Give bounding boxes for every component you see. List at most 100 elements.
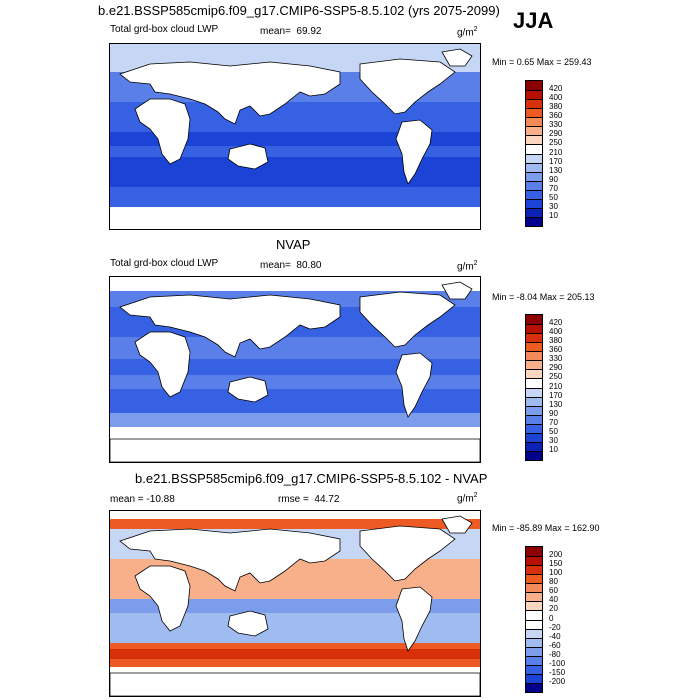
panel-3-colorbar (525, 546, 543, 693)
greenland (441, 281, 473, 300)
panel-2-field-label: Total grd-box cloud LWP (110, 258, 219, 269)
colorbar-tick-label: 70 (549, 183, 558, 193)
africa (134, 331, 191, 398)
panel-1-map (109, 43, 481, 230)
colorbar-swatch (526, 583, 542, 593)
colorbar-tick-label: 30 (549, 435, 558, 445)
north-america (359, 58, 456, 115)
colorbar-tick-label: 10 (549, 444, 558, 454)
colorbar-swatch (526, 315, 542, 325)
ocean-band-south (110, 389, 480, 413)
panel-1-mean-label: mean= (260, 26, 291, 37)
colorbar-swatch (526, 117, 542, 127)
colorbar-tick-label: -40 (549, 631, 561, 641)
colorbar-tick-label: 380 (549, 102, 563, 112)
colorbar-tick-label: 210 (549, 381, 563, 391)
colorbar-swatch (526, 351, 542, 361)
australia (227, 376, 269, 403)
colorbar-swatch (526, 90, 542, 100)
colorbar-swatch (526, 423, 542, 433)
colorbar-tick-label: 290 (549, 363, 563, 373)
panel-3-rmse-label: rmse = (278, 494, 309, 505)
colorbar-tick-label: 130 (549, 399, 563, 409)
eurasia (119, 61, 341, 125)
colorbar-tick-label: 420 (549, 84, 563, 94)
north-america (359, 291, 456, 348)
colorbar-tick-label: 380 (549, 336, 563, 346)
ocean-band-southern (110, 187, 480, 207)
colorbar-swatch (526, 450, 542, 460)
colorbar-tick-label: 420 (549, 318, 563, 328)
colorbar-swatch (526, 565, 542, 575)
colorbar-swatch (526, 628, 542, 638)
colorbar-tick-label: 360 (549, 111, 563, 121)
colorbar-tick-label: 250 (549, 372, 563, 382)
ocean-band-south (110, 157, 480, 187)
colorbar-swatch (526, 682, 542, 692)
diff-band-arctic (110, 519, 480, 529)
colorbar-tick-label: 170 (549, 156, 563, 166)
colorbar-swatch (526, 144, 542, 154)
colorbar-swatch (526, 610, 542, 620)
ocean-band-itcz (110, 359, 480, 375)
colorbar-tick-label: 90 (549, 408, 558, 418)
colorbar-swatch (526, 601, 542, 611)
colorbar-tick-label: 210 (549, 147, 563, 157)
colorbar-swatch (526, 646, 542, 656)
diff-band-itcz (110, 599, 480, 613)
panel-2-mean-label: mean= (260, 260, 291, 271)
colorbar-tick-label: 400 (549, 93, 563, 103)
panel-3-mean-label: mean = (110, 494, 144, 505)
panel-1-mean-value: 69.92 (296, 26, 322, 37)
colorbar-swatch (526, 360, 542, 370)
south-america (395, 586, 433, 652)
antarctica (110, 207, 480, 229)
continents (110, 281, 480, 462)
colorbar-swatch (526, 396, 542, 406)
greenland (441, 48, 473, 67)
colorbar-tick-label: 10 (549, 210, 558, 220)
panel-3-mean: mean = -10.88 (110, 494, 175, 505)
panel-3-title: b.e21.BSSP585cmip6.f09_g17.CMIP6-SSP5-8.… (135, 471, 488, 486)
colorbar-tick-label: -60 (549, 640, 561, 650)
south-america (395, 352, 433, 418)
colorbar-swatch (526, 162, 542, 172)
colorbar-swatch (526, 135, 542, 145)
panel-2-minmax: Min = -8.04 Max = 205.13 (492, 292, 595, 302)
colorbar-tick-label: -80 (549, 649, 561, 659)
colorbar-swatch (526, 171, 542, 181)
colorbar-swatch (526, 81, 542, 91)
colorbar-tick-label: 20 (549, 604, 558, 614)
eurasia (119, 528, 341, 592)
colorbar-swatch (526, 432, 542, 442)
panel-1-minmax: Min = 0.65 Max = 259.43 (492, 57, 592, 67)
colorbar-swatch (526, 673, 542, 683)
colorbar-swatch (526, 405, 542, 415)
colorbar-tick-label: 70 (549, 417, 558, 427)
panel-3-mean-value: -10.88 (146, 494, 175, 505)
panel-2-colorbar (525, 314, 543, 461)
greenland (441, 515, 473, 534)
eurasia (119, 294, 341, 358)
colorbar-tick-label: 400 (549, 327, 563, 337)
panel-1-mean: mean= 69.92 (260, 26, 321, 37)
colorbar-tick-label: -20 (549, 622, 561, 632)
colorbar-tick-label: 330 (549, 354, 563, 364)
colorbar-tick-label: -200 (549, 676, 566, 686)
panel-3-map (109, 510, 481, 697)
colorbar-tick-label: 150 (549, 559, 563, 569)
ocean-band-southern (110, 413, 480, 427)
season-label: JJA (513, 8, 554, 33)
colorbar-tick-label: 360 (549, 345, 563, 355)
colorbar-swatch (526, 387, 542, 397)
panel-2-units: g/m2 (457, 260, 478, 273)
panel-2-title: NVAP (276, 237, 311, 252)
colorbar-swatch (526, 342, 542, 352)
colorbar-tick-label: 80 (549, 577, 558, 587)
panel-1-colorbar (525, 80, 543, 227)
colorbar-tick-label: 200 (549, 550, 563, 560)
panel-2-map-svg (110, 277, 480, 462)
africa (134, 565, 191, 632)
colorbar-swatch (526, 207, 542, 217)
colorbar-tick-label: -100 (549, 658, 566, 668)
